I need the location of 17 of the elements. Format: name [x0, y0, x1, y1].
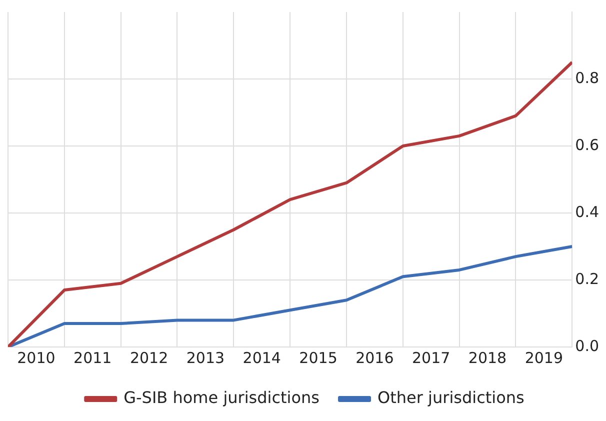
y-tick-label: 0.2	[575, 270, 600, 288]
x-tick-label: 2012	[130, 348, 168, 367]
x-tick-label: 2019	[524, 348, 564, 367]
y-tick-label: 0.6	[575, 136, 600, 154]
x-tick-label: 2017	[412, 348, 450, 367]
y-tick-label: 0.0	[575, 336, 600, 355]
legend-label: G-SIB home jurisdictions	[124, 388, 320, 408]
y-tick-label: 0.8	[575, 68, 600, 87]
x-tick-label: 2016	[356, 348, 394, 367]
legend-label: Other jurisdictions	[378, 388, 524, 408]
x-tick-label: 2011	[74, 348, 112, 367]
x-tick-label: 2014	[242, 348, 281, 367]
x-tick-label: 2013	[186, 348, 225, 367]
x-tick-label: 2010	[17, 348, 56, 367]
x-tick-label: 2018	[468, 348, 507, 367]
y-tick-label: 0.4	[575, 202, 600, 221]
x-tick-label: 2015	[299, 348, 338, 367]
